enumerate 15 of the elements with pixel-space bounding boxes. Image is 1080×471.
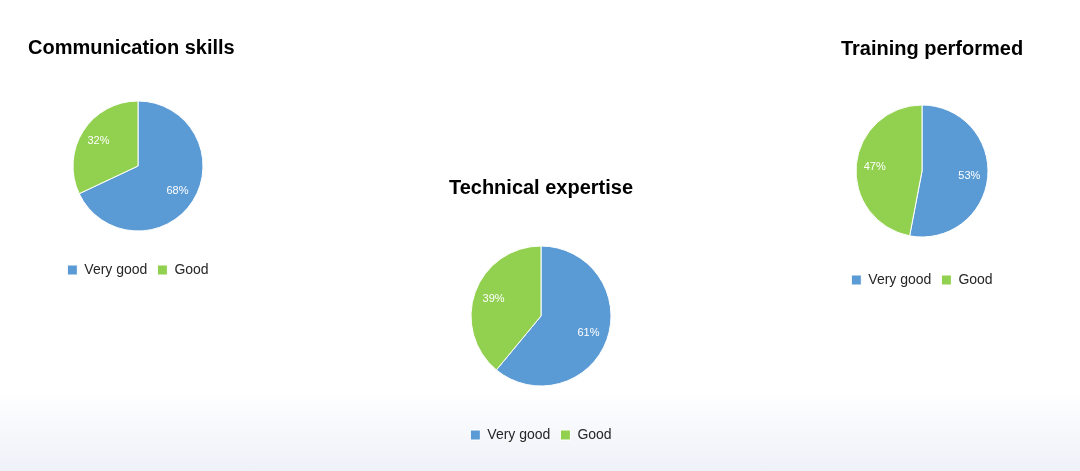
legend-label: Good (958, 270, 993, 287)
data-label: 68% (166, 184, 189, 197)
data-label: 47% (863, 159, 886, 172)
legend-label: Very good (487, 425, 551, 442)
chart-title: Technical expertise (447, 175, 635, 199)
data-label: 61% (577, 326, 600, 339)
data-label: 53% (958, 168, 981, 181)
chart-title: Communication skills (28, 35, 235, 59)
legend-label: Good (174, 260, 209, 277)
legend-label: Very good (84, 260, 148, 277)
chart-title: Training performed (839, 36, 1025, 60)
data-label: 39% (482, 291, 505, 304)
data-label: 32% (87, 133, 110, 146)
legend-label: Very good (868, 270, 932, 287)
legend-label: Good (577, 425, 612, 442)
